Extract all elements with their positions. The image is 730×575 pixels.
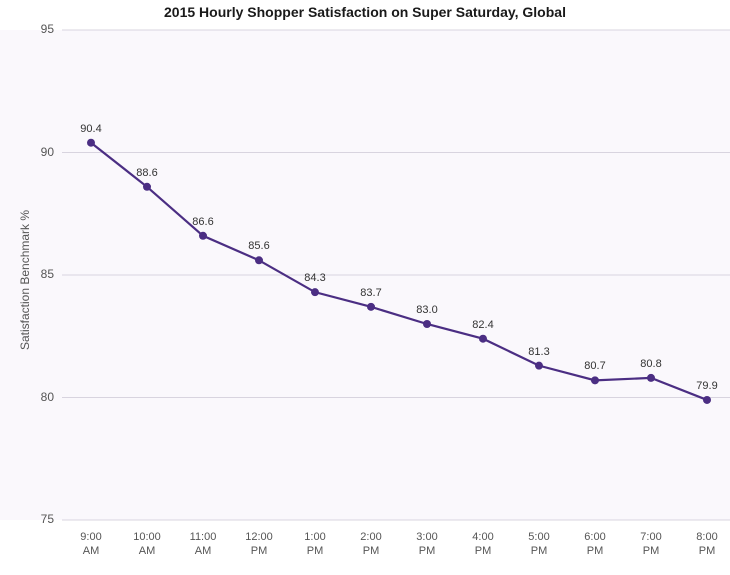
data-point	[647, 374, 655, 382]
y-tick-label: 80	[28, 390, 54, 404]
y-tick-label: 85	[28, 267, 54, 281]
x-tick-label: 2:00PM	[346, 530, 396, 559]
y-tick-label: 95	[28, 22, 54, 36]
data-label: 81.3	[521, 346, 557, 358]
data-point	[591, 376, 599, 384]
x-tick-label: 6:00PM	[570, 530, 620, 559]
data-point	[703, 396, 711, 404]
x-tick-label: 4:00PM	[458, 530, 508, 559]
data-point	[367, 303, 375, 311]
data-label: 80.7	[577, 360, 613, 372]
data-point	[255, 256, 263, 264]
x-tick-label: 7:00PM	[626, 530, 676, 559]
data-label: 79.9	[689, 380, 725, 392]
y-tick-label: 75	[28, 512, 54, 526]
x-tick-label: 11:00AM	[178, 530, 228, 559]
data-label: 85.6	[241, 240, 277, 252]
data-point	[479, 335, 487, 343]
data-label: 84.3	[297, 272, 333, 284]
data-point	[423, 320, 431, 328]
data-label: 83.0	[409, 304, 445, 316]
data-point	[143, 183, 151, 191]
x-tick-label: 9:00AM	[66, 530, 116, 559]
x-tick-label: 3:00PM	[402, 530, 452, 559]
data-label: 90.4	[73, 123, 109, 135]
x-tick-label: 12:00PM	[234, 530, 284, 559]
data-point	[311, 288, 319, 296]
data-point	[199, 232, 207, 240]
data-point	[535, 362, 543, 370]
data-label: 88.6	[129, 167, 165, 179]
data-label: 83.7	[353, 287, 389, 299]
data-label: 82.4	[465, 319, 501, 331]
y-tick-label: 90	[28, 145, 54, 159]
x-tick-label: 10:00AM	[122, 530, 172, 559]
data-label: 80.8	[633, 358, 669, 370]
x-tick-label: 1:00PM	[290, 530, 340, 559]
data-point	[87, 139, 95, 147]
x-tick-label: 5:00PM	[514, 530, 564, 559]
x-tick-label: 8:00PM	[682, 530, 730, 559]
data-label: 86.6	[185, 216, 221, 228]
series-line	[91, 143, 707, 400]
